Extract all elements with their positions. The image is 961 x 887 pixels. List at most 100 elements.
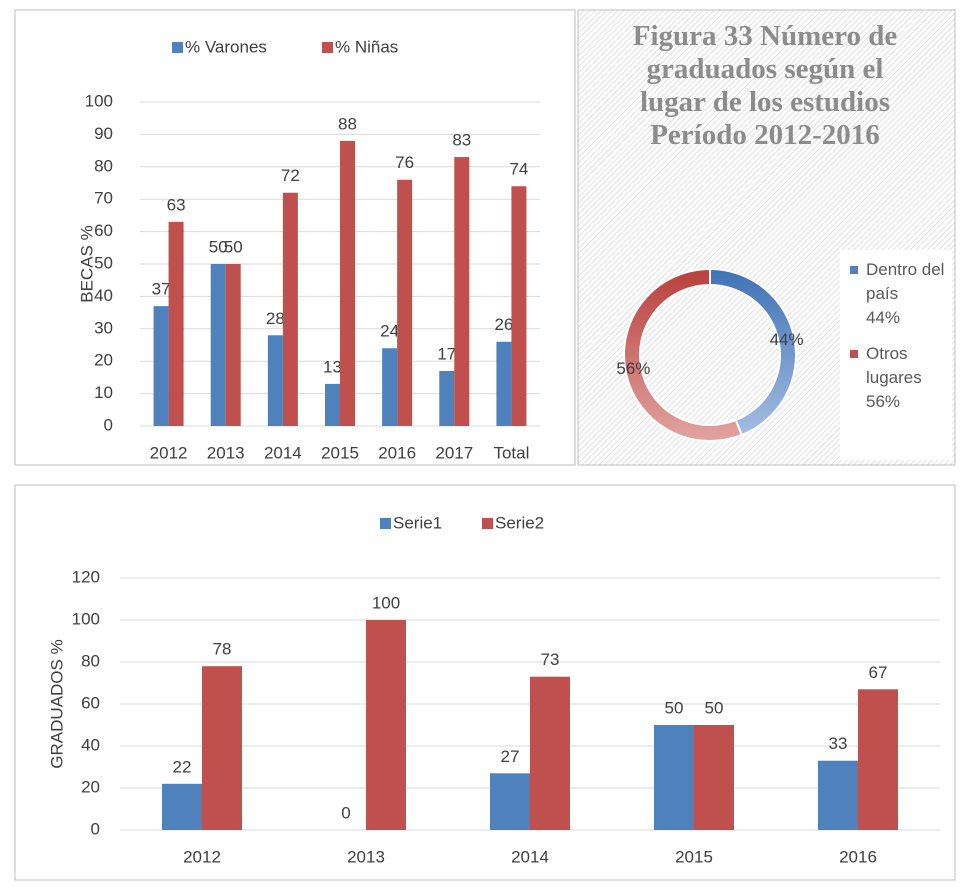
bar — [168, 221, 184, 426]
legend-value: 44% — [866, 308, 901, 327]
bar — [858, 689, 898, 830]
data-label: 33 — [829, 734, 848, 753]
y-tick-label: 40 — [94, 286, 113, 305]
chart-frame — [14, 484, 956, 881]
data-label: 37 — [152, 280, 171, 299]
x-tick-label: 2013 — [207, 443, 245, 462]
x-tick-label: 2012 — [150, 443, 188, 462]
y-tick-label: 90 — [94, 124, 113, 143]
data-label: 50 — [705, 698, 724, 717]
data-label: 50 — [665, 698, 684, 717]
legend-swatch — [322, 42, 333, 53]
data-label: 13 — [323, 357, 342, 376]
legend-swatch — [380, 518, 391, 529]
x-tick-label: 2012 — [183, 847, 221, 866]
data-label: 26 — [494, 315, 513, 334]
bar — [153, 306, 169, 426]
legend-label: % Varones — [185, 37, 267, 56]
y-tick-label: 100 — [85, 91, 113, 110]
y-tick-label: 50 — [94, 253, 113, 272]
bar — [511, 186, 527, 426]
bar — [282, 192, 298, 426]
data-label: 72 — [281, 166, 300, 185]
bar — [439, 370, 455, 426]
data-label: 88 — [338, 114, 357, 133]
chart-title: Figura 33 Número de graduados según el l… — [632, 20, 898, 151]
x-tick-label: Total — [493, 443, 529, 462]
x-tick-label: 2014 — [511, 847, 549, 866]
x-tick-label: 2015 — [675, 847, 713, 866]
data-label: 50 — [224, 237, 243, 256]
legend-value: 56% — [866, 392, 901, 411]
legend-label: Dentro del país — [866, 260, 945, 303]
y-tick-label: 60 — [94, 221, 113, 240]
x-tick-label: 2017 — [435, 443, 473, 462]
bar — [340, 140, 355, 426]
data-label: 83 — [452, 131, 471, 150]
bar — [454, 157, 470, 426]
bar — [267, 335, 283, 426]
y-tick-label: 60 — [81, 693, 100, 712]
data-label: 63 — [167, 195, 186, 214]
y-tick-label: 100 — [72, 609, 100, 628]
legend-swatch — [482, 518, 493, 529]
bar — [397, 179, 413, 426]
legend-item: Otros lugares 56% — [850, 342, 952, 414]
data-label: 0 — [341, 803, 350, 822]
y-tick-label: 120 — [72, 567, 100, 586]
bar — [210, 264, 226, 426]
legend-text: Otros lugares 56% — [866, 342, 946, 414]
y-axis-label: GRADUADOS % — [47, 639, 66, 768]
donut-slice — [623, 267, 743, 442]
bar — [162, 783, 202, 830]
bar — [490, 773, 530, 830]
data-label: 44% — [770, 330, 804, 349]
x-tick-label: 2013 — [347, 847, 385, 866]
data-label: 27 — [501, 747, 520, 766]
y-tick-label: 10 — [94, 383, 113, 402]
bar — [496, 341, 512, 426]
data-label: 56% — [616, 359, 650, 378]
legend-swatch — [172, 42, 183, 53]
data-label: 24 — [380, 322, 399, 341]
bar — [694, 725, 734, 830]
data-label: 67 — [869, 663, 888, 682]
y-tick-label: 30 — [94, 318, 113, 337]
bar — [530, 676, 570, 830]
x-tick-label: 2016 — [378, 443, 416, 462]
legend-label: Serie1 — [393, 513, 442, 532]
y-tick-label: 20 — [94, 351, 113, 370]
data-label: 73 — [541, 650, 560, 669]
y-tick-label: 0 — [104, 415, 113, 434]
bar — [366, 620, 406, 830]
data-label: 100 — [372, 593, 400, 612]
bar — [654, 725, 694, 830]
legend: Dentro del país 44% Otros lugares 56% — [840, 250, 952, 460]
y-tick-label: 0 — [91, 819, 100, 838]
legend-label: Serie2 — [495, 513, 544, 532]
bar — [325, 383, 340, 426]
y-tick-label: 20 — [81, 777, 100, 796]
data-label: 50 — [209, 237, 228, 256]
data-label: 76 — [395, 153, 414, 172]
legend-text: Dentro del país 44% — [866, 258, 946, 330]
data-label: 17 — [437, 344, 456, 363]
bar — [225, 264, 241, 426]
y-tick-label: 80 — [81, 651, 100, 670]
y-tick-label: 70 — [94, 189, 113, 208]
legend-label: Otros lugares — [866, 344, 922, 387]
y-tick-label: 80 — [94, 156, 113, 175]
bar — [202, 666, 242, 830]
legend-label: % Niñas — [335, 37, 398, 56]
y-axis-label: BECAS % — [77, 225, 96, 302]
x-tick-label: 2015 — [321, 443, 359, 462]
bar — [818, 760, 858, 830]
x-tick-label: 2016 — [839, 847, 877, 866]
legend-swatch — [850, 350, 858, 358]
data-label: 28 — [266, 309, 285, 328]
data-label: 22 — [173, 757, 192, 776]
x-tick-label: 2014 — [264, 443, 302, 462]
legend-swatch — [850, 266, 858, 274]
